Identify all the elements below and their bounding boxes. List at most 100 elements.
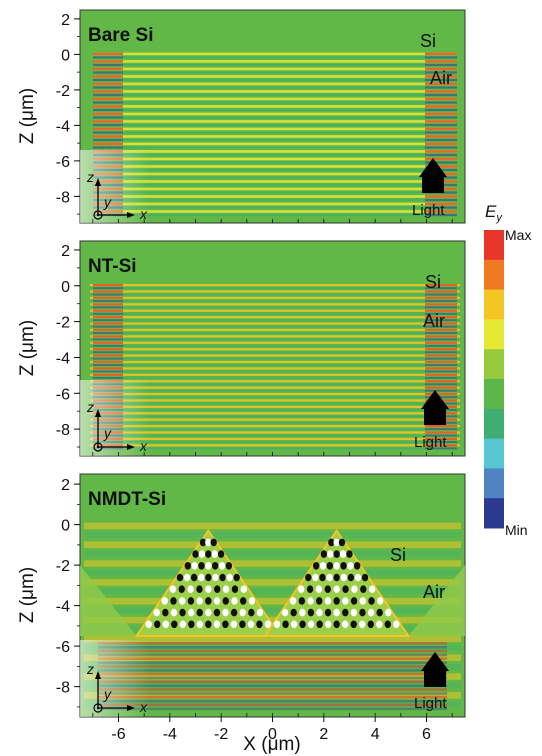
- pyramid-field-node: [230, 608, 238, 617]
- pyramid-field-node: [347, 562, 354, 570]
- pyramid-field-node: [367, 608, 375, 617]
- fringe-edge: [425, 386, 457, 389]
- fringe-band: [90, 306, 460, 309]
- pyramid-field-node: [213, 620, 221, 629]
- fringe-band: [97, 692, 448, 695]
- fringe-band: [90, 408, 460, 411]
- pyramid-field-node: [290, 620, 298, 629]
- fringe-edge: [93, 78, 123, 82]
- x-tick-label: 6: [422, 726, 431, 743]
- fringe-edge: [93, 86, 123, 89]
- fringe-band: [93, 168, 457, 172]
- fringe-band: [93, 112, 457, 116]
- pyramid-field-node: [196, 585, 203, 593]
- fringe-band: [90, 335, 460, 338]
- fringe-band: [97, 665, 448, 668]
- y-tick-label: 0: [61, 47, 70, 64]
- fringe-band: [90, 364, 460, 367]
- fringe-edge: [93, 135, 123, 138]
- fringe-edge: [425, 284, 457, 287]
- fringe-band: [90, 396, 460, 399]
- fringe-edge: [425, 370, 457, 373]
- fringe-band: [93, 127, 457, 131]
- fringe-edge: [425, 105, 457, 108]
- pyramid-field-node: [312, 562, 320, 570]
- pyramid-field-node: [342, 585, 349, 593]
- y-axes: 2 0 -2 -4 -6 -8 2 0 -2 -4 -6 -8 2 0 -2 -4 -6 -8: [56, 12, 80, 708]
- pyramid-field-node: [312, 573, 319, 582]
- fringe-edge: [93, 344, 123, 347]
- pyramid-field-node: [360, 585, 367, 593]
- x-tick-label: -6: [111, 726, 125, 743]
- fringe-band: [93, 172, 457, 176]
- pyramid-field-node: [350, 620, 357, 629]
- panel-nt-si-light-arrow-icon: [421, 390, 449, 409]
- pyramid-field-node: [205, 562, 212, 570]
- fringe-band: [90, 348, 460, 351]
- fringe-edge: [93, 287, 123, 290]
- fringe-edge: [425, 380, 457, 383]
- fringe-band: [90, 392, 460, 396]
- fringe-edge: [425, 290, 457, 293]
- pyramid-field-node: [346, 550, 353, 558]
- fringe-band: [90, 447, 460, 450]
- fringe-edge: [425, 202, 457, 206]
- fringe-band: [93, 161, 457, 164]
- pyramid-field-node: [354, 562, 361, 570]
- pyramid-field-node: [307, 608, 315, 617]
- panel-nmdt-si-title: NMDT-Si: [88, 489, 166, 510]
- fringe-edge: [93, 67, 123, 71]
- pyramid-field-node: [162, 620, 169, 629]
- pyramid-field-node: [205, 550, 212, 558]
- fringe-edge: [425, 357, 457, 360]
- fringe-edge: [425, 198, 457, 202]
- pyramid-field-node: [316, 608, 323, 617]
- pyramid-field-node: [319, 573, 326, 582]
- pyramid-field-node: [210, 538, 217, 547]
- fringe-band: [93, 206, 457, 209]
- panel-nmdt-si-inset-x: x: [139, 699, 148, 715]
- fringe-band: [84, 597, 461, 605]
- fringe-band: [90, 412, 460, 415]
- x-axis: -6 -4 -2 0 2 4 6: [92, 219, 453, 743]
- fringe-band: [90, 338, 460, 341]
- pyramid-field-node: [320, 550, 328, 558]
- fringe-band: [90, 367, 460, 370]
- fringe-edge: [425, 364, 457, 367]
- fringe-band: [90, 428, 460, 431]
- colorbar-max-label: Max: [505, 227, 531, 243]
- fringe-edge: [93, 376, 123, 379]
- fringe-band: [93, 82, 457, 86]
- pyramid-field-node: [273, 620, 281, 629]
- fringe-edge: [93, 293, 123, 296]
- pyramid-field-node: [282, 620, 289, 629]
- pyramid-field-node: [305, 573, 312, 582]
- fringe-edge: [425, 287, 457, 290]
- fringe-band: [97, 657, 448, 660]
- fringe-band: [90, 444, 460, 447]
- fringe-band: [90, 431, 460, 434]
- pyramid-field-node: [376, 620, 383, 629]
- y-tick-label: -4: [56, 350, 70, 367]
- panel-nt-si-inset-x: x: [139, 438, 148, 454]
- panel-nt-si-title: NT-Si: [88, 256, 137, 277]
- pyramid-field-node: [170, 597, 177, 605]
- fringe-edge: [93, 341, 123, 344]
- fringe-band: [90, 319, 460, 322]
- pyramid-field-node: [289, 597, 297, 605]
- fringe-edge: [425, 78, 457, 82]
- fringe-edge: [425, 165, 457, 168]
- fringe-edge: [425, 127, 457, 131]
- pyramid-field-node: [217, 550, 225, 558]
- fringe-edge: [93, 93, 123, 97]
- pyramid-field-node: [222, 585, 230, 593]
- pyramid-field-node: [340, 573, 347, 582]
- y-tick-label: -8: [56, 422, 70, 439]
- pyramid-field-node: [340, 562, 347, 570]
- fringe-band: [84, 673, 461, 680]
- fringe-edge: [425, 354, 457, 357]
- panel-nt-si-label-air: Air: [423, 311, 445, 331]
- fringe-band: [90, 376, 460, 379]
- fringe-band: [90, 344, 460, 347]
- fringe-edge: [425, 82, 457, 86]
